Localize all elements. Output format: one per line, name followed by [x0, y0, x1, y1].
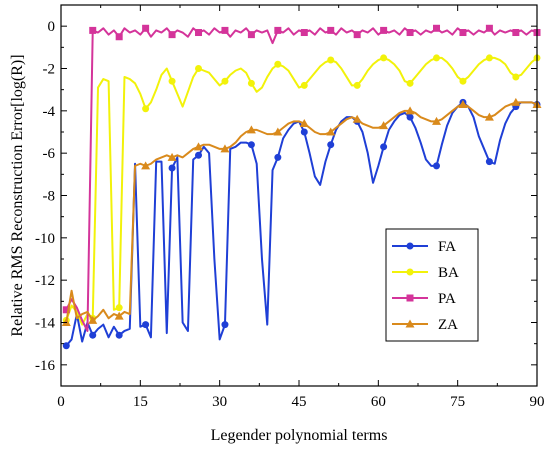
data-point-pa	[433, 24, 441, 32]
y-tick-label: -12	[35, 273, 55, 289]
data-point-ba	[327, 56, 335, 64]
y-tick-label: -14	[35, 316, 55, 332]
series-ba	[62, 54, 541, 326]
data-point-pa	[168, 31, 176, 39]
data-point-ba	[195, 65, 203, 72]
data-point-ba	[168, 77, 176, 85]
data-point-za	[405, 106, 415, 115]
data-point-za	[299, 119, 309, 128]
legend-box	[385, 228, 479, 342]
data-point-fa	[274, 153, 282, 161]
data-point-fa	[247, 141, 255, 149]
legend-label: FA	[438, 239, 456, 255]
data-point-za	[458, 99, 468, 108]
data-point-za	[273, 127, 283, 136]
data-point-pa	[89, 26, 97, 34]
y-axis-label: Relative RMS Reconstruction Error[log(R)…	[9, 54, 26, 336]
data-point-ba	[115, 304, 123, 312]
x-tick-label: 30	[212, 394, 227, 410]
data-point-za	[220, 144, 230, 153]
data-point-ba	[353, 81, 361, 89]
data-point-pa	[274, 26, 282, 34]
data-point-fa	[62, 342, 70, 350]
data-point-za	[114, 311, 124, 320]
data-point-ba	[300, 81, 308, 89]
data-point-fa	[221, 321, 229, 329]
data-point-za	[246, 125, 256, 134]
legend: FA BA PA ZA	[385, 228, 479, 342]
legend-marker	[406, 242, 414, 250]
data-point-fa	[433, 162, 441, 170]
data-point-za	[194, 142, 204, 151]
data-point-za	[141, 161, 151, 170]
data-point-pa	[62, 306, 70, 314]
y-tick-label: -6	[43, 146, 56, 162]
x-axis-label: Legender polynomial terms	[211, 427, 388, 444]
plot-series-group	[61, 24, 542, 350]
data-point-ba	[142, 105, 150, 113]
data-point-fa	[300, 128, 308, 136]
data-point-fa	[380, 143, 388, 151]
data-point-pa	[406, 29, 414, 37]
data-point-fa	[327, 141, 335, 149]
legend-marker	[406, 294, 414, 302]
data-point-fa	[168, 164, 176, 172]
x-tick-label: 45	[292, 394, 307, 410]
data-point-ba	[274, 60, 282, 68]
data-point-za	[326, 127, 336, 136]
data-point-ba	[433, 54, 441, 62]
data-point-pa	[485, 24, 493, 32]
data-point-fa	[89, 331, 97, 339]
axis-ticks: 0 15 30 45 60 75 90 0 -2 -4 -6 -8 -10 -12 -14 -16	[35, 5, 545, 410]
x-tick-label: 60	[371, 394, 386, 410]
data-point-ba	[459, 77, 467, 85]
data-point-za	[88, 315, 98, 324]
data-point-pa	[353, 31, 361, 39]
data-point-pa	[459, 29, 467, 37]
data-point-ba	[512, 73, 520, 81]
data-point-pa	[300, 29, 308, 37]
x-tick-label: 90	[530, 394, 545, 410]
data-point-fa	[195, 151, 203, 159]
y-tick-label: 0	[48, 19, 56, 35]
data-point-pa	[247, 31, 255, 39]
data-point-za	[352, 114, 362, 123]
legend-label: PA	[438, 291, 456, 307]
data-point-pa	[142, 24, 150, 32]
data-point-fa	[406, 113, 414, 121]
x-tick-label: 15	[133, 394, 148, 410]
legend-label: ZA	[438, 317, 458, 333]
data-point-za	[432, 116, 442, 125]
data-point-fa	[142, 321, 150, 329]
data-point-za	[484, 112, 494, 121]
y-tick-label: -4	[43, 104, 56, 120]
data-point-pa	[221, 26, 229, 34]
y-tick-label: -2	[43, 62, 56, 78]
data-point-za	[379, 121, 389, 130]
data-point-pa	[380, 26, 388, 34]
legend-marker	[406, 268, 414, 276]
data-point-za	[167, 152, 177, 161]
data-point-pa	[512, 29, 520, 37]
x-tick-label: 75	[450, 394, 465, 410]
y-tick-label: -10	[35, 231, 55, 247]
data-point-fa	[485, 158, 493, 166]
data-point-pa	[195, 29, 203, 37]
data-point-ba	[221, 77, 229, 85]
legend-label: BA	[438, 265, 459, 281]
data-point-pa	[327, 26, 335, 34]
data-point-pa	[115, 33, 123, 41]
y-tick-label: -8	[43, 189, 56, 205]
x-tick-label: 0	[57, 394, 65, 410]
data-point-za	[511, 97, 521, 106]
legend-marker	[405, 319, 415, 328]
data-point-ba	[247, 79, 255, 87]
data-point-fa	[115, 331, 123, 339]
y-tick-label: -16	[35, 358, 55, 374]
data-point-ba	[406, 79, 414, 87]
data-point-ba	[485, 54, 493, 62]
data-point-ba	[380, 54, 388, 62]
